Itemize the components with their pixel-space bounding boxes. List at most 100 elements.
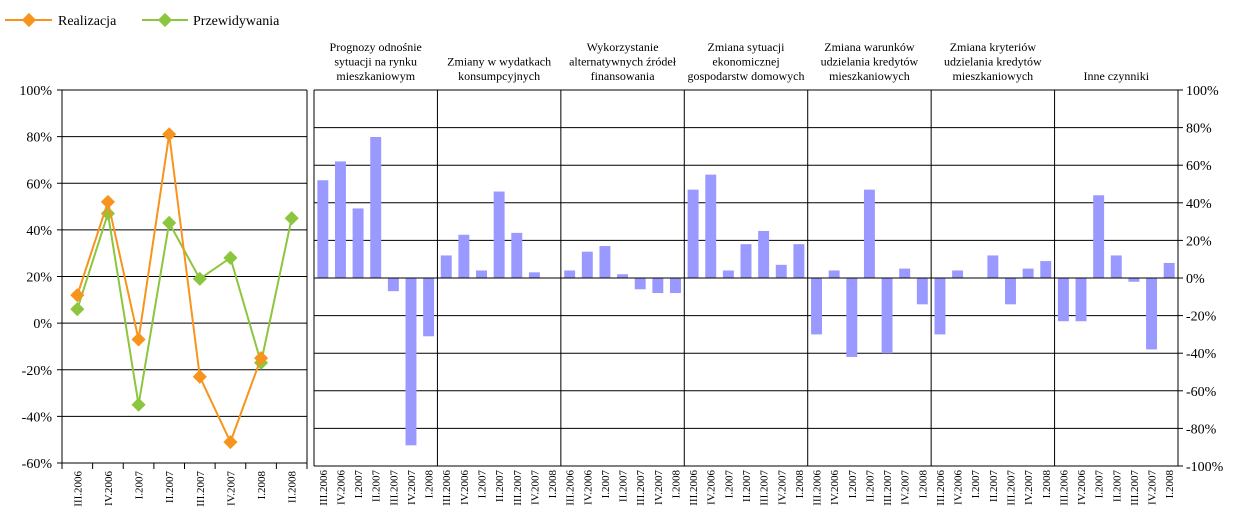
panel-title-line: Zmiany w wydatkach — [447, 55, 551, 69]
right-x-tick-label: III.2007 — [882, 470, 894, 506]
left-x-tick-label: I.2007 — [134, 471, 146, 500]
panel-title-line: mieszkaniowych — [953, 69, 1034, 83]
right-x-tick-label: IV.2007 — [406, 470, 418, 505]
right-x-tick-label: IV.2006 — [829, 470, 841, 505]
forecast-point — [70, 302, 85, 317]
right-x-tick-label: I.2007 — [970, 470, 982, 499]
bar — [916, 278, 928, 305]
panel-title: Zmiany w wydatkach konsumpcyjnych — [447, 55, 551, 84]
right-x-tick-label: I.2007 — [477, 470, 489, 499]
right-x-tick-label: IV.2007 — [776, 470, 788, 505]
bar — [828, 270, 840, 278]
right-y-tick-label: -60% — [1186, 385, 1217, 400]
right-x-tick-label: I.2007 — [723, 470, 735, 499]
panel-title-line: udzielania kredytów — [821, 55, 919, 69]
left-y-tick-label: -60% — [22, 457, 53, 472]
right-x-tick-label: I.2007 — [1094, 470, 1106, 499]
right-x-tick-label: III.2006 — [1058, 470, 1070, 506]
legend-realization-label: Realizacja — [58, 14, 117, 29]
right-x-tick-label: IV.2006 — [1076, 470, 1088, 505]
bar — [458, 234, 470, 278]
right-x-tick-label: III.2007 — [1005, 470, 1017, 506]
right-x-tick-label: IV.2006 — [459, 470, 471, 505]
bar — [1110, 255, 1122, 278]
right-x-tick-label: I.2007 — [353, 470, 365, 499]
bar — [722, 270, 734, 278]
realization-point — [253, 351, 269, 366]
realization-forecast-line-chart: 100% 80% 60% 40% 20% 0% -20% -40% -60% III.2006 IV… — [19, 84, 308, 507]
bar — [670, 278, 681, 294]
left-x-tick-label: III.2006 — [72, 471, 84, 507]
right-x-tick-label: IV.2007 — [900, 470, 912, 505]
bar — [581, 251, 593, 278]
realization-series-line — [76, 134, 263, 445]
panel-title: Wykorzystanie alternatywnych źródeł finans… — [569, 40, 677, 83]
right-x-tick-label: I.2008 — [547, 470, 559, 499]
panel-title-line: sytuacji na rynku — [334, 55, 417, 69]
right-x-tick-label: III.2006 — [318, 470, 330, 506]
bar — [1022, 268, 1034, 278]
left-y-tick-label: 80% — [26, 131, 52, 146]
bar — [1075, 278, 1087, 322]
right-x-tick-label: II.2007 — [1111, 470, 1123, 503]
bar — [317, 180, 329, 278]
left-y-tick-label: 60% — [26, 177, 52, 192]
right-x-tick-label: I.2008 — [1164, 470, 1176, 499]
panel-title-line: konsumpcyjnych — [458, 69, 540, 83]
left-y-tick-label: -20% — [22, 364, 53, 379]
bar — [352, 208, 364, 278]
right-y-tick-label: -40% — [1186, 347, 1217, 362]
left-y-tick-label: 100% — [19, 84, 52, 99]
bar — [334, 161, 346, 278]
left-x-tick-label: II.2008 — [287, 471, 299, 504]
bar — [493, 191, 505, 278]
panel-title-line: Zmiana sytuacji — [708, 40, 786, 54]
left-x-tick-label: IV.2007 — [225, 471, 237, 506]
bar — [1128, 278, 1140, 282]
right-x-tick-label: III.2007 — [635, 470, 647, 506]
left-x-tick-label: II.2007 — [164, 471, 176, 504]
bar — [599, 246, 611, 278]
right-x-tick-label: I.2008 — [1041, 470, 1053, 499]
right-y-tick-label: 0% — [1186, 272, 1205, 287]
right-x-tick-label: III.2006 — [935, 470, 947, 506]
forecast-series-line — [76, 213, 293, 405]
left-x-tick-label: III.2007 — [195, 471, 207, 507]
right-x-tick-label: III.2007 — [512, 470, 524, 506]
legend-forecast-label: Przewidywania — [193, 14, 280, 29]
right-y-tick-label: 40% — [1186, 197, 1212, 212]
left-x-tick-label: IV.2006 — [103, 471, 115, 506]
left-x-tick-label: I.2008 — [256, 471, 268, 500]
bar — [740, 244, 752, 278]
bar — [634, 278, 646, 290]
right-x-tick-label: II.2007 — [371, 470, 383, 503]
panel-title-line: Wykorzystanie — [587, 40, 659, 54]
right-x-tick-label: III.2007 — [759, 470, 771, 506]
right-y-tick-label: 20% — [1186, 234, 1212, 249]
right-x-tick-label: III.2006 — [812, 470, 824, 506]
right-x-tick-label: III.2007 — [1129, 470, 1141, 506]
right-x-tick-label: II.2007 — [988, 470, 1000, 503]
panel-title: Inne czynniki — [1083, 69, 1149, 83]
panel-title-line: Prognozy odnośnie — [330, 40, 422, 54]
right-y-tick-label: -100% — [1186, 460, 1224, 475]
panel-title-line: mieszkaniowym — [336, 69, 415, 83]
bar — [934, 278, 946, 335]
right-x-tick-label: IV.2007 — [1147, 470, 1159, 505]
bar — [705, 174, 717, 278]
panel-title: Zmiana warunków udzielania kredytów mieszk… — [821, 40, 919, 83]
right-x-tick-label: I.2007 — [600, 470, 612, 499]
bar — [846, 278, 858, 357]
right-x-tick-label: IV.2006 — [706, 470, 718, 505]
right-x-tick-label: IV.2006 — [335, 470, 347, 505]
bar — [811, 278, 822, 335]
bar — [423, 278, 435, 337]
bar — [511, 232, 523, 278]
right-y-tick-label: 60% — [1186, 159, 1212, 174]
bar — [1146, 278, 1158, 350]
bar — [987, 255, 999, 278]
right-x-tick-label: II.2007 — [618, 470, 630, 503]
panel-title-line: ekonomicznej — [712, 55, 779, 69]
